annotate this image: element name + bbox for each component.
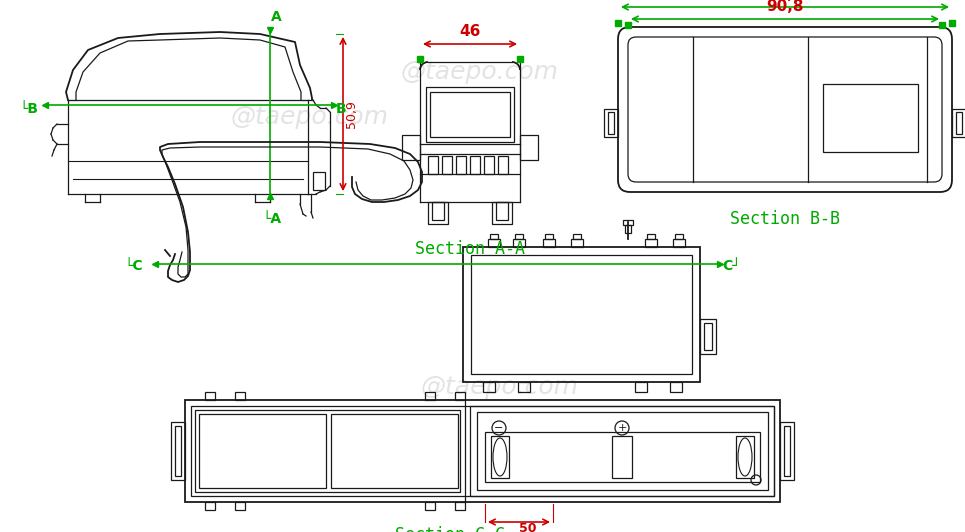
Bar bbox=[623, 220, 633, 225]
Bar bbox=[171, 422, 185, 480]
Text: Section B-B: Section B-B bbox=[730, 210, 840, 228]
Bar bbox=[428, 156, 438, 174]
Bar bbox=[780, 422, 794, 480]
Bar bbox=[543, 239, 555, 247]
Text: └B: └B bbox=[19, 102, 38, 116]
Bar bbox=[313, 172, 325, 190]
Bar bbox=[456, 156, 466, 174]
Bar bbox=[608, 112, 614, 134]
Bar bbox=[625, 225, 631, 233]
Bar bbox=[426, 87, 514, 142]
Bar bbox=[484, 156, 494, 174]
Bar bbox=[455, 502, 465, 510]
Bar bbox=[545, 234, 553, 239]
Bar bbox=[185, 400, 780, 502]
Bar bbox=[488, 239, 500, 247]
Bar bbox=[425, 502, 435, 510]
Bar bbox=[485, 432, 760, 482]
Text: −: − bbox=[494, 423, 504, 433]
Bar bbox=[205, 502, 215, 510]
Bar bbox=[331, 414, 458, 488]
Bar bbox=[571, 239, 583, 247]
Bar bbox=[483, 382, 495, 392]
Bar bbox=[675, 234, 683, 239]
Bar bbox=[235, 392, 245, 400]
Text: @taepo.com: @taepo.com bbox=[401, 60, 559, 84]
Bar bbox=[700, 319, 716, 354]
Bar bbox=[463, 247, 700, 382]
Bar bbox=[477, 412, 768, 490]
Bar bbox=[491, 436, 509, 478]
Bar bbox=[470, 406, 774, 496]
Bar bbox=[402, 135, 420, 160]
Text: 50,9: 50,9 bbox=[345, 100, 358, 128]
Bar bbox=[784, 426, 790, 476]
Text: 90,8: 90,8 bbox=[766, 0, 804, 14]
Bar bbox=[175, 426, 181, 476]
Text: @taepo.com: @taepo.com bbox=[231, 105, 389, 129]
Bar bbox=[235, 502, 245, 510]
Bar bbox=[430, 92, 510, 137]
Text: Section C-C: Section C-C bbox=[395, 526, 505, 532]
Bar bbox=[496, 202, 508, 220]
Bar bbox=[645, 239, 657, 247]
Bar bbox=[513, 239, 525, 247]
Text: 50: 50 bbox=[519, 522, 537, 532]
Text: └A: └A bbox=[262, 212, 281, 226]
Bar bbox=[647, 234, 655, 239]
Text: C┘: C┘ bbox=[722, 259, 740, 273]
Text: A: A bbox=[271, 10, 282, 24]
Bar bbox=[455, 392, 465, 400]
Bar bbox=[673, 239, 685, 247]
Bar bbox=[490, 234, 498, 239]
Bar bbox=[604, 109, 618, 137]
Bar bbox=[492, 202, 512, 224]
Bar bbox=[425, 392, 435, 400]
Bar bbox=[195, 410, 460, 492]
Bar bbox=[442, 156, 452, 174]
Text: B: B bbox=[336, 102, 346, 116]
Bar bbox=[736, 436, 754, 478]
Bar bbox=[432, 202, 444, 220]
Bar bbox=[191, 406, 774, 496]
Bar bbox=[199, 414, 326, 488]
Text: 97,3: 97,3 bbox=[766, 0, 804, 2]
Bar bbox=[573, 234, 581, 239]
Text: 46: 46 bbox=[459, 24, 481, 39]
Bar bbox=[635, 382, 647, 392]
Bar bbox=[470, 156, 480, 174]
Bar bbox=[518, 382, 530, 392]
Bar bbox=[956, 112, 962, 134]
Bar bbox=[612, 436, 632, 478]
Bar bbox=[498, 156, 508, 174]
Text: └C: └C bbox=[124, 259, 143, 273]
Bar bbox=[704, 323, 712, 350]
Text: @taepo.com: @taepo.com bbox=[421, 375, 579, 399]
Bar bbox=[670, 382, 682, 392]
Bar bbox=[428, 202, 448, 224]
Text: Section A-A: Section A-A bbox=[415, 240, 525, 258]
Bar bbox=[823, 84, 918, 152]
Bar bbox=[515, 234, 523, 239]
Text: +: + bbox=[618, 423, 626, 433]
Bar bbox=[520, 135, 538, 160]
Bar bbox=[952, 109, 965, 137]
Bar bbox=[471, 255, 692, 374]
Bar bbox=[205, 392, 215, 400]
